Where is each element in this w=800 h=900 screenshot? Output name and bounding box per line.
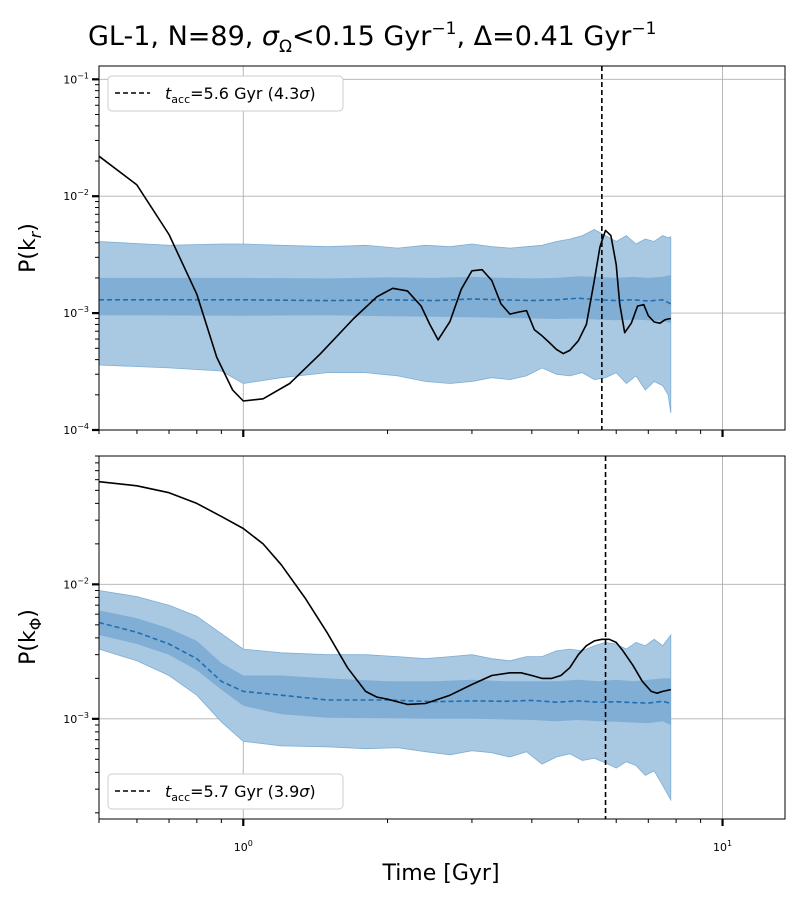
null-median-line	[99, 297, 672, 305]
y-tick-label: 10−2	[63, 188, 89, 203]
y-tick-label: 10−4	[63, 422, 89, 437]
observed-power-line	[99, 480, 671, 706]
panel-radial-plot-area	[99, 66, 672, 430]
axes-frame	[98, 65, 786, 431]
legend-label-accretion-time: tacc=5.7 Gyr (3.9σ)	[165, 782, 316, 804]
null-1sigma-band	[99, 610, 671, 725]
y-tick-label: 10−1	[63, 71, 89, 86]
legend-label-accretion-time: tacc=5.6 Gyr (4.3σ)	[165, 84, 316, 106]
panel-radial-ticks: 10−1 10−2 10−3 10−4	[63, 71, 724, 437]
y-tick-label: 10−2	[63, 576, 89, 591]
panel-azimuthal: 10−2 10−3 100 101 P(kΦ) Time [Gyr] tacc=5.7…	[16, 455, 786, 886]
legend-frame	[107, 773, 344, 810]
panel-azimuthal-plot-area	[99, 456, 672, 819]
x-tick-label: 101	[713, 839, 732, 854]
x-tick-label: 100	[234, 839, 253, 854]
observed-power-line	[99, 155, 671, 402]
panel-radial-y-axis-label: P(kr)	[16, 223, 45, 273]
panel-azimuthal-legend: tacc=5.7 Gyr (3.9σ)	[107, 773, 344, 810]
panel-radial-legend: tacc=5.6 Gyr (4.3σ)	[107, 75, 344, 112]
panel-radial: 10−1 10−2 10−3 10−4 P(kr) tacc=5.6 Gyr (4.3…	[16, 65, 786, 437]
null-median-line	[99, 621, 672, 705]
x-axis-label: Time [Gyr]	[381, 861, 499, 886]
panel-radial-axes-frame	[98, 65, 786, 431]
y-tick-label: 10−3	[63, 305, 89, 320]
legend-frame	[107, 75, 344, 112]
y-tick-label: 10−3	[63, 711, 89, 726]
panel-azimuthal-y-axis-label: P(kΦ)	[16, 609, 45, 665]
panel-azimuthal-ticks: 10−2 10−3 100 101	[63, 455, 732, 854]
chart-title: GL-1, N=89, σΩ<0.15 Gyr−1, Δ=0.41 Gyr−1	[88, 19, 656, 57]
null-2sigma-band	[99, 228, 672, 413]
null-1sigma-band	[99, 275, 671, 324]
